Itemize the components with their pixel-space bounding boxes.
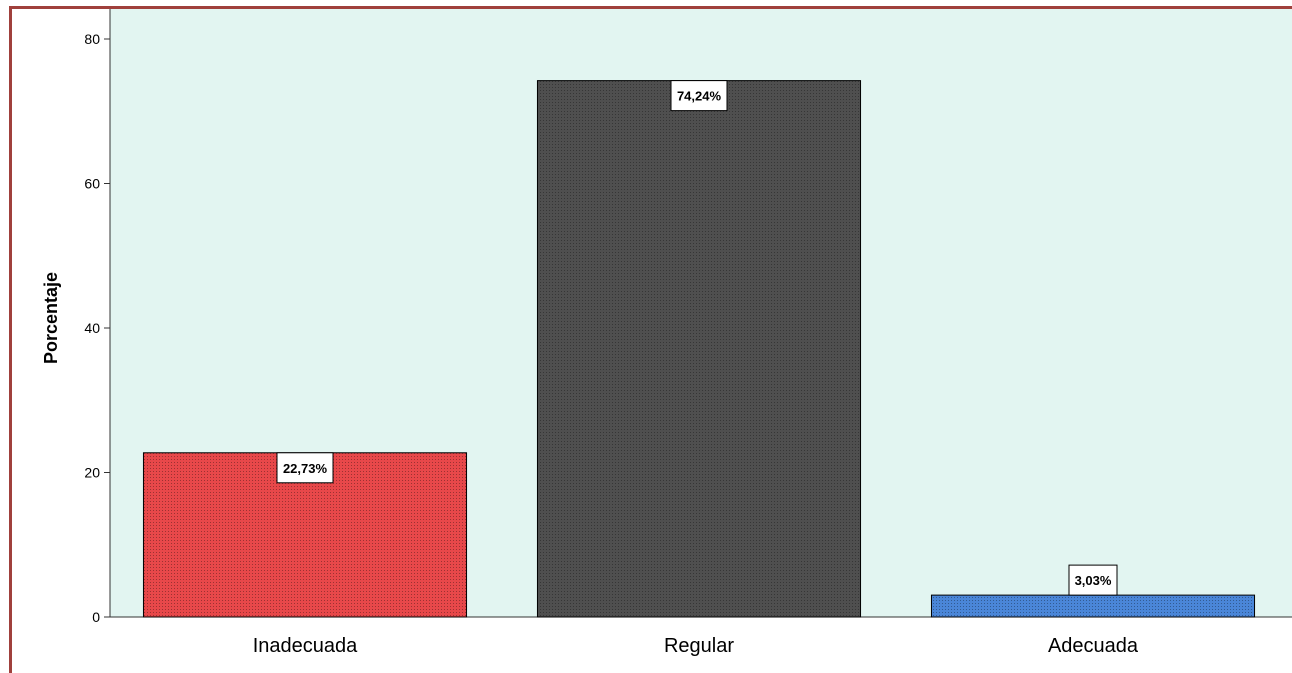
y-tick-label: 0 — [92, 609, 100, 625]
y-tick-label: 40 — [84, 320, 100, 336]
bar-regular — [536, 80, 862, 618]
data-label: 3,03% — [1068, 564, 1118, 596]
x-category-label: Regular — [664, 635, 734, 657]
data-label-text: 3,03% — [1075, 573, 1112, 588]
frame-border-left — [9, 6, 12, 673]
frame-border-top — [9, 6, 1292, 9]
bar-texture — [537, 80, 861, 618]
y-axis-label: Porcentaje — [41, 272, 61, 364]
data-label: 74,24% — [670, 80, 728, 112]
y-tick-label: 60 — [84, 176, 100, 192]
x-category-label: Inadecuada — [253, 635, 358, 657]
bar-adecuada — [930, 594, 1256, 618]
data-label-box — [276, 452, 334, 484]
data-label-box — [670, 80, 728, 112]
data-label: 22,73% — [276, 452, 334, 484]
x-category-label: Adecuada — [1048, 635, 1139, 657]
data-label-text: 74,24% — [677, 89, 722, 104]
data-label-text: 22,73% — [283, 461, 328, 476]
bar-texture — [931, 595, 1255, 617]
y-tick-label: 80 — [84, 31, 100, 47]
data-label-box — [1068, 564, 1118, 596]
y-tick-label: 20 — [84, 465, 100, 481]
